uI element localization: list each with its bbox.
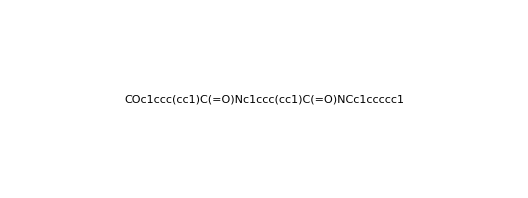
Text: COc1ccc(cc1)C(=O)Nc1ccc(cc1)C(=O)NCc1ccccc1: COc1ccc(cc1)C(=O)Nc1ccc(cc1)C(=O)NCc1ccc… [124,94,404,104]
